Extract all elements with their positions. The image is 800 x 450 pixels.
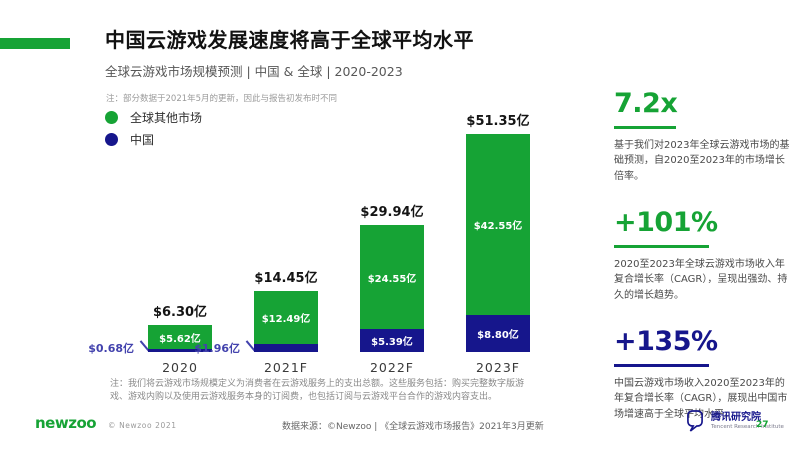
stat-description: 中国云游戏市场收入2020至2023年的年复合增长率（CAGR），展现出中国市场… <box>614 377 788 420</box>
stat-value: +135% <box>614 326 718 357</box>
stat-value: +101% <box>614 207 718 238</box>
bar-2022F: $24.55亿 $5.39亿 <box>360 225 424 352</box>
segment-china-callout-label: $1.96亿 <box>194 342 240 355</box>
legend-item-global: 全球其他市场 <box>105 106 202 128</box>
segment-china: $8.80亿 <box>466 315 530 352</box>
bar-group-2023F: $51.35亿 $42.55亿 $8.80亿 2023F <box>466 110 530 375</box>
accent-bar <box>0 38 70 49</box>
stat-description: 2020至2023年全球云游戏市场收入年复合增长率（CAGR），呈现出强劲、持久… <box>614 258 788 301</box>
segment-china <box>254 344 318 352</box>
segment-global-label: $12.49亿 <box>261 314 311 325</box>
tencent-research-block: 腾讯研究院 Tencent Research Institute <box>685 409 784 433</box>
header: 中国云游戏发展速度将高于全球平均水平 全球云游戏市场规模预测 | 中国 & 全球… <box>105 24 605 80</box>
stat-underline <box>614 126 676 129</box>
bar-group-2021F: $14.45亿 $1.96亿 $12.49亿 2021F <box>194 267 318 375</box>
segment-china-callout-label: $0.68亿 <box>88 342 134 355</box>
stat-growth-multiple: 7.2x 基于我们对2023年全球云游戏市场的基础预测，自2020至2023年的… <box>614 88 790 184</box>
stat-china-cagr: +135% 中国云游戏市场收入2020至2023年的年复合增长率（CAGR），展… <box>614 326 790 422</box>
definition-note: 注：我们将云游戏市场规模定义为消费者在云游戏服务上的支出总额。这些服务包括：购买… <box>110 379 525 403</box>
bar-2021F: $1.96亿 $12.49亿 <box>194 291 318 355</box>
segment-global-label: $24.55亿 <box>367 273 417 285</box>
copyright-text: © Newzoo 2021 <box>108 421 177 430</box>
stat-description: 基于我们对2023年全球云游戏市场的基础预测，自2020至2023年的市场增长倍… <box>614 139 790 182</box>
stat-underline <box>614 364 709 367</box>
legend-label: 全球其他市场 <box>130 110 203 125</box>
bar-group-2022F: $29.94亿 $24.55亿 $5.39亿 2022F <box>360 201 424 375</box>
category-label: 2020 <box>162 360 198 375</box>
segment-china: $5.39亿 <box>360 329 424 352</box>
data-update-note: 注：部分数据于2021年5月的更新，因此与报告初发布时不同 <box>106 94 338 104</box>
page-subtitle: 全球云游戏市场规模预测 | 中国 & 全球 | 2020-2023 <box>105 64 403 79</box>
segment-global-label: $42.55亿 <box>473 221 523 232</box>
stat-global-cagr: +101% 2020至2023年全球云游戏市场收入年复合增长率（CAGR），呈现… <box>614 207 790 303</box>
segment-china-label: $8.80亿 <box>477 330 519 341</box>
data-source-text: 数据来源：©Newzoo | 《全球云游戏市场报告》2021年3月更新 <box>282 422 544 432</box>
bar-total-label: $29.94亿 <box>360 205 424 220</box>
category-label: 2022F <box>369 360 414 375</box>
category-label: 2021F <box>263 360 308 375</box>
page-number: 27 <box>756 420 769 430</box>
tencent-research-logo <box>687 410 703 432</box>
segment-global: $42.55亿 <box>466 134 530 315</box>
legend-dot-navy <box>105 132 118 146</box>
segment-china <box>148 349 212 352</box>
stat-value: 7.2x <box>614 88 678 119</box>
segment-china-label: $5.39亿 <box>371 337 413 348</box>
org-name-en: Tencent Research Institute <box>711 423 784 430</box>
legend-dot-green <box>105 110 118 124</box>
bar-group-2020: $6.30亿 $0.68亿 $5.62亿 2020 <box>88 301 212 375</box>
org-name-cn: 腾讯研究院 <box>711 411 761 423</box>
bar-total-label: $14.45亿 <box>254 271 318 286</box>
legend-label: 中国 <box>130 132 155 147</box>
stacked-bar-chart: $6.30亿 $0.68亿 $5.62亿 2020 $14.45亿 $1.96亿 $12.4… <box>88 90 530 375</box>
category-label: 2023F <box>475 360 520 375</box>
bar-total-label: $51.35亿 <box>466 114 530 129</box>
bar-total-label: $6.30亿 <box>152 305 208 320</box>
newzoo-logo: newzoo <box>35 414 97 432</box>
segment-global: $5.62亿 <box>148 325 212 349</box>
segment-global: $24.55亿 <box>360 225 424 329</box>
bar-2020: $0.68亿 $5.62亿 <box>88 325 212 355</box>
page-title: 中国云游戏发展速度将高于全球平均水平 <box>105 28 474 52</box>
stat-underline <box>614 245 709 248</box>
segment-global-label: $5.62亿 <box>159 333 201 345</box>
segment-global: $12.49亿 <box>254 291 318 344</box>
legend-item-china: 中国 <box>105 128 202 150</box>
chart-legend: 全球其他市场 中国 <box>105 106 202 150</box>
key-stats-column: 7.2x 基于我们对2023年全球云游戏市场的基础预测，自2020至2023年的… <box>614 88 790 445</box>
bar-2023F: $42.55亿 $8.80亿 <box>466 134 530 352</box>
